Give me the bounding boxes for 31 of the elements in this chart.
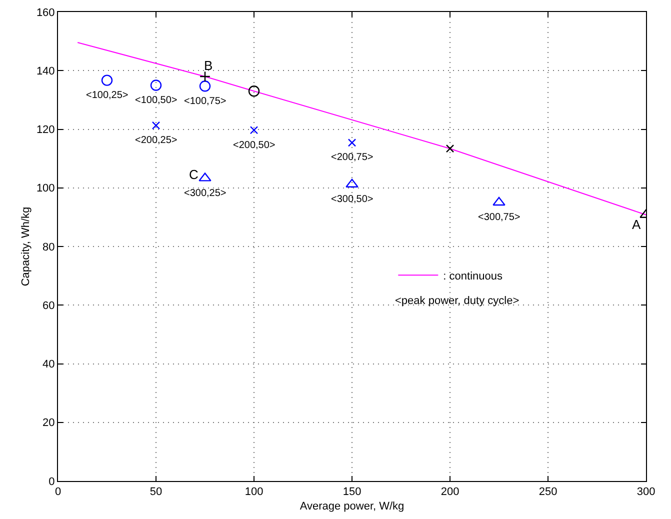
annotation: <100,25> [86, 90, 128, 101]
annotation: C [189, 167, 198, 182]
x-tick-label: 300 [636, 486, 656, 498]
legend-label: : continuous [443, 270, 503, 282]
y-tick-label: 20 [42, 417, 55, 430]
annotation: <300,25> [184, 188, 226, 199]
x-tick-label: 150 [342, 486, 362, 498]
x-tick-label: 250 [538, 486, 558, 498]
x-tick-label: 50 [150, 486, 162, 498]
annotation: <peak power, duty cycle> [395, 295, 520, 307]
y-tick-label: 120 [36, 124, 55, 136]
annotation: <300,75> [478, 212, 520, 223]
annotation: B [204, 58, 213, 73]
y-tick-label: 40 [42, 358, 55, 371]
x-tick-label: 100 [244, 486, 264, 498]
annotation: <100,75> [184, 96, 226, 107]
y-tick-label: 60 [42, 300, 55, 312]
x-axis-title: Average power, W/kg [300, 500, 404, 512]
y-tick-label: 0 [48, 476, 55, 488]
y-tick-label: 80 [42, 241, 55, 254]
y-axis-title: Capacity, Wh/kg [20, 206, 32, 286]
y-tick-label: 160 [36, 6, 55, 19]
y-tick-label: 100 [36, 182, 55, 195]
annotation: <200,50> [233, 140, 276, 151]
annotation: <300,50> [331, 194, 374, 205]
annotation: A [632, 217, 641, 232]
y-tick-label: 140 [36, 65, 55, 78]
annotation: <100,50> [135, 95, 178, 106]
annotation: <200,75> [331, 152, 374, 163]
x-tick-label: 200 [440, 486, 460, 498]
annotation: <200,25> [135, 135, 178, 146]
